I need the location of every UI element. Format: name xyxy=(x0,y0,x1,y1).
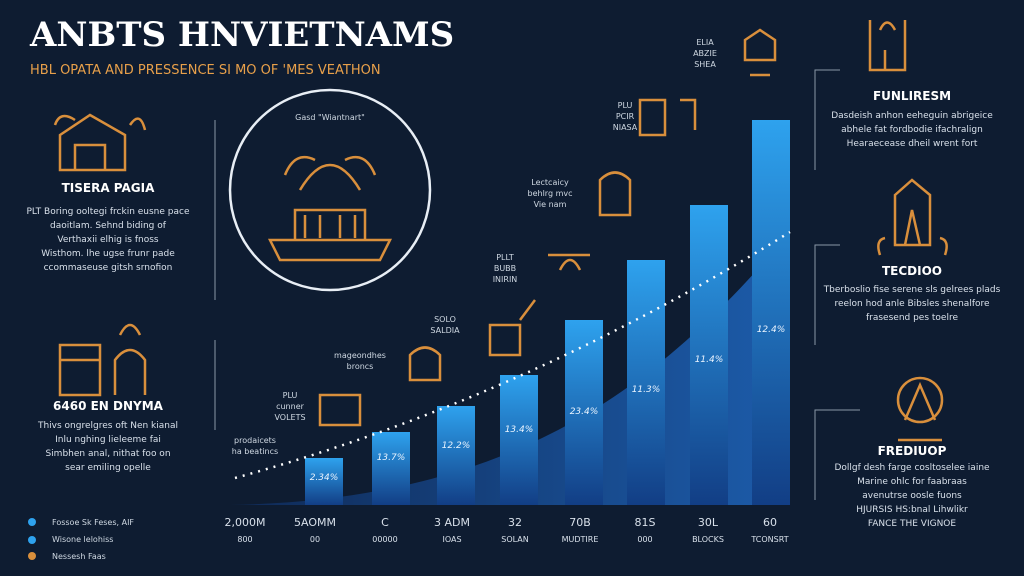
annotation: SOLO xyxy=(434,315,456,324)
bar-label: 13.4% xyxy=(505,425,534,435)
panel-text: frasesend pes toelre xyxy=(866,313,958,323)
panel-text: FANCE THE VIGNOE xyxy=(868,519,956,529)
annotation: Vie nam xyxy=(534,200,567,209)
annotation: PLU xyxy=(618,101,633,110)
x-label: MUDTIRE xyxy=(562,535,599,544)
legend-label: Fossoe Sk Feses, AIF xyxy=(52,518,134,527)
panel-text: Dasdeish anhon eeheguin abrigeice xyxy=(831,111,993,121)
annotation: PLLT xyxy=(496,253,514,262)
panel-text: Tberboslio fise serene sls gelrees plads xyxy=(823,285,1001,295)
annotation: SHEA xyxy=(694,60,716,69)
x-label: 5AOMM xyxy=(294,516,336,529)
x-label: BLOCKS xyxy=(692,535,724,544)
x-label: SOLAN xyxy=(501,535,528,544)
bar-label: 13.7% xyxy=(377,453,406,463)
panel-text: Thivs ongrelgres oft Nen kianal xyxy=(37,421,178,431)
panel-text: ccommaseuse gitsh srnofion xyxy=(44,263,173,273)
legend-label: Wisone lelohiss xyxy=(52,535,113,544)
icons xyxy=(53,20,948,442)
panel-text: Dollgf desh farge cosltoselee iaine xyxy=(834,463,990,473)
subtitle: HBL OPATA AND PRESSENCE SI MO OF 'MES VE… xyxy=(30,63,381,78)
panel-text: avenutrse oosle fuons xyxy=(862,491,962,501)
panel-text: Marine ohlc for faabraas xyxy=(857,477,967,487)
panel-title: FREDIUOP xyxy=(878,444,947,458)
annotation: NIASA xyxy=(613,123,638,132)
panel-title: TECDIOO xyxy=(882,264,942,278)
annotation: cunner xyxy=(276,402,305,411)
annotation: ELIA xyxy=(696,38,714,47)
annotation: VOLETS xyxy=(274,413,305,422)
bar-label: 2.34% xyxy=(310,473,339,483)
x-label: 800 xyxy=(237,535,252,544)
panel-title: TISERA PAGIA xyxy=(62,181,155,195)
legend-label: Nessesh Faas xyxy=(52,552,106,561)
legend-dots xyxy=(28,518,36,560)
panel-text: Verthaxii elhig is fnoss xyxy=(57,235,159,245)
panel-text: Simbhen anal, nithat foo on xyxy=(45,449,170,459)
lines xyxy=(214,69,860,500)
annotation: PCIR xyxy=(616,112,635,121)
x-label: C xyxy=(381,516,389,529)
annotation: Lectcaicy xyxy=(531,178,569,187)
panel-text: daoitlam. Sehnd biding of xyxy=(50,221,167,231)
x-label: 3 ADM xyxy=(434,516,470,529)
annotation: PLU xyxy=(283,391,298,400)
annotation: SALDIA xyxy=(430,326,460,335)
title: ANBTS HNVIETNAMS xyxy=(29,15,454,55)
x-label: TCONSRT xyxy=(750,535,788,544)
bar-label: 23.4% xyxy=(570,407,599,417)
x-label: 32 xyxy=(508,516,522,529)
circle-label: Gasd "Wiantnart" xyxy=(295,113,365,122)
panel-text: Inlu nghing lieleeme fai xyxy=(55,435,161,445)
x-label: 00000 xyxy=(372,535,397,544)
panel-text: sear emiling opelle xyxy=(65,463,151,473)
panel-text: Wisthom. lhe ugse frunr pade xyxy=(41,249,175,259)
x-label: IOAS xyxy=(442,535,461,544)
annotation: ha beatincs xyxy=(232,447,278,456)
x-label: 30L xyxy=(698,516,719,529)
annotation: prodaicets xyxy=(234,436,276,445)
x-label: 000 xyxy=(637,535,652,544)
bars xyxy=(305,120,790,505)
annotation: behlrg mvc xyxy=(528,189,573,198)
x-label: 81S xyxy=(635,516,656,529)
trend-line xyxy=(234,230,791,480)
annotation: broncs xyxy=(347,362,374,371)
bar-label: 11.3% xyxy=(632,385,661,395)
panel-text: HJURSIS HS:bnal Lihwlikr xyxy=(856,505,968,515)
annotation: mageondhes xyxy=(334,351,386,360)
annotation: BUBB xyxy=(494,264,516,273)
x-label: 00 xyxy=(310,535,320,544)
panel-text: reelon hod anle Bibsles shenalfore xyxy=(834,299,990,309)
panel-text: Hearaecease dheil wrent fort xyxy=(847,139,978,149)
bar-label: 11.4% xyxy=(695,355,724,365)
x-label: 60 xyxy=(763,516,777,529)
bar-label: 12.2% xyxy=(442,441,471,451)
annotation: INIRIN xyxy=(493,275,518,284)
panel-text: abhele fat fordbodie ifachralign xyxy=(841,125,983,135)
x-label: 70B xyxy=(569,516,591,529)
bar-label: 12.4% xyxy=(757,325,786,335)
panel-text: PLT Boring ooltegi frckin eusne pace xyxy=(26,207,189,217)
annotation: ABZIE xyxy=(693,49,717,58)
panel-title: FUNLIRESM xyxy=(873,89,951,103)
panel-title: 6460 EN DNYMA xyxy=(53,399,164,413)
x-label: 2,000M xyxy=(225,516,266,529)
